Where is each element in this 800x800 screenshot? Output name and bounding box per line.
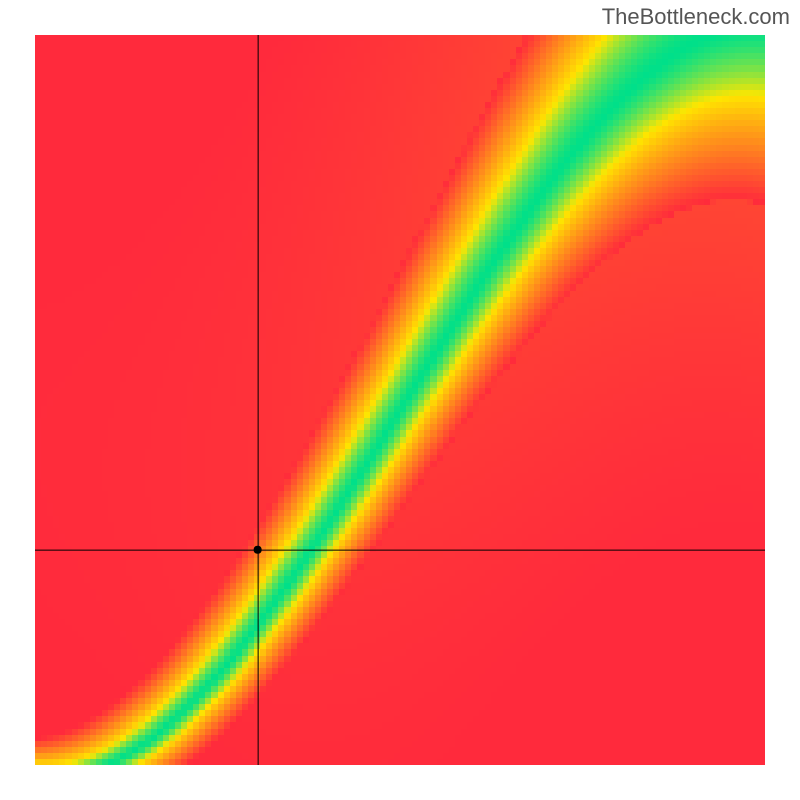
- heatmap-plot: [35, 35, 765, 765]
- chart-container: TheBottleneck.com: [0, 0, 800, 800]
- heatmap-canvas: [35, 35, 765, 765]
- watermark-text: TheBottleneck.com: [602, 4, 790, 30]
